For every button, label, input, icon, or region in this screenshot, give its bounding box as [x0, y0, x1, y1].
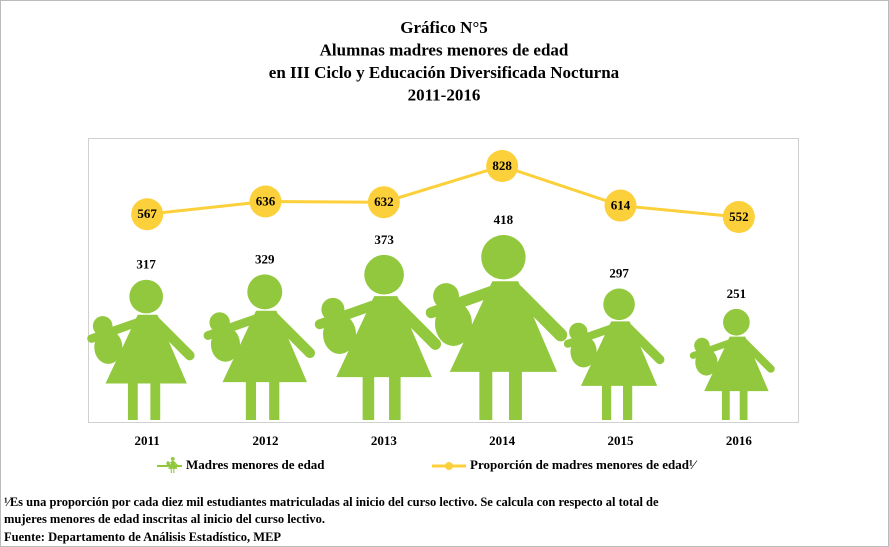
icon-head	[364, 255, 404, 295]
icon-head	[171, 457, 175, 461]
x-tick-label: 2014	[489, 433, 516, 448]
x-tick-label: 2013	[371, 433, 398, 448]
icon-head	[723, 309, 750, 336]
icon-leg	[623, 383, 632, 420]
icon-leg	[509, 368, 522, 420]
legend-marker	[445, 462, 453, 470]
data-label: 636	[256, 193, 276, 208]
icon-leg	[363, 374, 375, 420]
x-tick-label: 2012	[253, 433, 279, 448]
icon-leg	[128, 381, 138, 420]
data-label: 317	[136, 257, 156, 272]
legend-label: Madres menores de edad	[186, 457, 325, 472]
x-tick-label: 2016	[726, 433, 753, 448]
data-label: 567	[137, 206, 157, 221]
icon-leg	[173, 469, 174, 473]
chart-title: 2011-2016	[408, 85, 481, 104]
icon-leg	[269, 379, 279, 420]
data-label: 614	[611, 198, 631, 213]
data-label: 373	[374, 232, 394, 247]
footnote: mujeres menores de edad inscritas al ini…	[4, 512, 325, 526]
chart-title: en III Ciclo y Educación Diversificada N…	[269, 63, 620, 82]
icon-head	[603, 289, 635, 321]
icon-leg	[150, 381, 160, 420]
source: Fuente: Departamento de Análisis Estadís…	[4, 530, 281, 544]
icon-leg	[389, 374, 401, 420]
icon-leg	[602, 383, 611, 420]
footnote: ¹⁄Es una proporción por cada diez mil es…	[4, 495, 659, 509]
x-tick-label: 2015	[608, 433, 635, 448]
data-label: 418	[494, 212, 514, 227]
icon-head	[481, 235, 525, 279]
chart: Gráfico N°5 Alumnas madres menores de eda…	[0, 0, 889, 547]
icon-leg	[479, 368, 492, 420]
x-tick-label: 2011	[135, 433, 160, 448]
data-label: 297	[609, 266, 629, 281]
icon-head	[129, 280, 163, 314]
chart-title: Alumnas madres menores de edad	[320, 40, 569, 59]
icon-leg	[722, 389, 730, 420]
legend-label: Proporción de madres menores de edad¹⁄	[470, 457, 698, 472]
data-label: 632	[374, 194, 394, 209]
icon-leg	[171, 469, 172, 473]
icon-leg	[246, 379, 256, 420]
data-label: 552	[729, 209, 749, 224]
data-label: 329	[255, 251, 275, 266]
data-label: 828	[492, 158, 512, 173]
icon-leg	[740, 389, 748, 420]
icon-head	[247, 274, 282, 309]
data-label: 251	[727, 286, 747, 301]
chart-title: Gráfico N°5	[400, 18, 488, 37]
